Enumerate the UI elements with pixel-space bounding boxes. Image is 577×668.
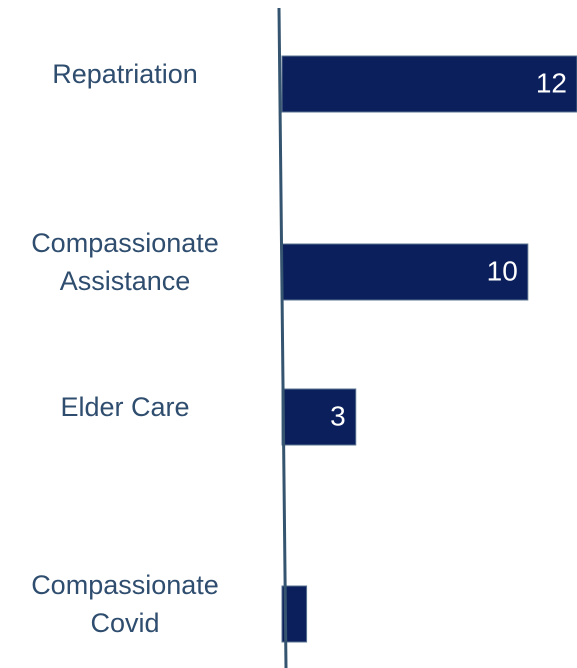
bar — [281, 55, 577, 113]
value-label: 12 — [536, 67, 567, 98]
value-label: 1 — [316, 597, 332, 628]
value-label: 3 — [330, 400, 346, 431]
axis-line — [277, 7, 288, 668]
category-label: Compassionate Covid — [31, 570, 219, 638]
value-label: 10 — [487, 255, 518, 286]
category-label: Compassionate Assistance — [31, 228, 219, 296]
category-label: Elder Care — [60, 392, 190, 422]
category-label: Repatriation — [52, 59, 198, 89]
